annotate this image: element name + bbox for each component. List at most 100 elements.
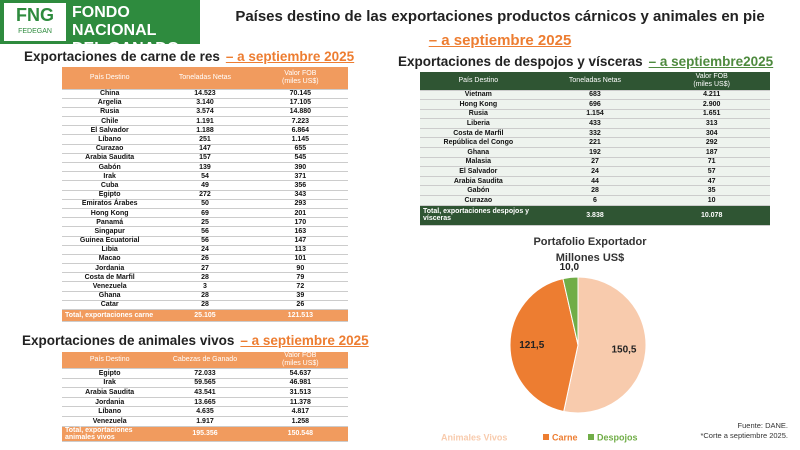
table-cell: 251: [157, 134, 253, 145]
table-cell: Rusia: [62, 107, 158, 118]
table-cell: Irak: [62, 378, 158, 389]
table-row: Arabia Saudita 44 47: [420, 176, 770, 187]
table-cell: 187: [653, 147, 770, 158]
table-cell: Líbano: [62, 406, 158, 417]
table-cell: 1.258: [252, 416, 348, 427]
table-row: Singapur 56 163: [62, 226, 348, 237]
chart-title: Portafolio Exportador: [533, 236, 647, 248]
table-title-date: – a septiembre 2025: [240, 333, 369, 348]
logo-sub: FEDEGAN: [18, 28, 52, 35]
table-cell: 17.105: [252, 98, 348, 108]
table-cell: 272: [157, 190, 253, 200]
header-row: País Destino Cabezas de Ganado Valor FOB (…: [62, 352, 348, 369]
table-row: Costa de Marfil 332 304: [420, 128, 770, 139]
page-title: Países destino de las exportaciones prod…: [235, 8, 765, 25]
column-header: Cabezas de Ganado: [157, 352, 253, 369]
table-title: Exportaciones de carne de res – a septiem…: [24, 49, 354, 64]
table-cell: 27: [536, 157, 654, 168]
table-row: Chile 1.191 7.223: [62, 116, 348, 127]
table-cell: 26: [252, 300, 348, 311]
table-title-date: – a septiembre2025: [648, 54, 774, 69]
logo: FNG FEDEGAN FONDO NACIONAL DEL GANADO: [0, 0, 200, 57]
column-header: País Destino: [62, 352, 158, 369]
column-header: Toneladas Netas: [536, 72, 654, 91]
table-row: Egipto 272 343: [62, 190, 348, 200]
legend-label: Animales Vivos: [441, 432, 507, 442]
table-cell: 170: [252, 217, 348, 228]
table-cell: 433: [536, 118, 654, 129]
table-cell: Ghana: [420, 147, 537, 158]
table-cell: Líbano: [62, 134, 158, 145]
data-label: 150,5: [611, 345, 636, 356]
table-cell: 683: [536, 90, 654, 101]
table-row: Gabón 139 390: [62, 162, 348, 173]
table-cell: República del Congo: [420, 137, 537, 149]
table-row: Costa de Marfil 28 79: [62, 272, 348, 283]
table-row: Jordania 27 90: [62, 263, 348, 274]
table: País Destino Toneladas Netas Valor FOB (mi…: [420, 72, 770, 226]
total-cell: Total, exportaciones carne: [62, 309, 158, 322]
column-header: Valor FOB (miles US$): [252, 67, 348, 90]
table-row: Vietnam 683 4.211: [420, 90, 770, 101]
table-cell: El Salvador: [62, 125, 158, 136]
table-row: Egipto 72.033 54.637: [62, 368, 348, 379]
table-cell: 27: [157, 263, 253, 274]
table-cell: 57: [653, 166, 770, 177]
table-cell: Arabia Saudita: [62, 153, 158, 164]
total-cell: 3.838: [536, 205, 654, 226]
table-cell: Vietnam: [420, 90, 537, 101]
table-cell: 50: [157, 199, 253, 209]
table-cell: 1.917: [157, 416, 253, 427]
table-cell: 24: [157, 245, 253, 255]
table-cell: 545: [252, 153, 348, 164]
table: País Destino Cabezas de Ganado Valor FOB (…: [62, 352, 348, 442]
table-cell: 13.665: [157, 397, 253, 408]
table-cell: 313: [653, 118, 770, 129]
table-cell: Libia: [62, 245, 158, 255]
table-title-text: Exportaciones de animales vivos: [22, 333, 235, 348]
table-cell: 201: [252, 208, 348, 219]
table-row: Curazao 6 10: [420, 195, 770, 206]
table: País Destino Toneladas Netas Valor FOB (mi…: [62, 67, 348, 322]
table-wrap: País Destino Toneladas Netas Valor FOB (mi…: [62, 67, 348, 322]
table-cell: 332: [536, 128, 654, 139]
table-cell: Arabia Saudita: [62, 387, 158, 398]
table-cell: 1.651: [653, 109, 770, 120]
table-cell: 72.033: [157, 368, 253, 379]
legend-label: Despojos: [597, 432, 638, 442]
table-title: Exportaciones de despojos y vísceras – a …: [398, 54, 773, 69]
total-row: Total, exportaciones carne 25.105 121.513: [62, 309, 348, 322]
table-cell: 304: [653, 128, 770, 139]
table-title-date: – a septiembre 2025: [225, 49, 355, 64]
table-cell: Costa de Marfil: [62, 272, 158, 283]
legend-swatch: [543, 434, 549, 440]
table-row: Rusia 1.154 1.651: [420, 109, 770, 120]
table-cell: Hong Kong: [420, 99, 537, 110]
table-cell: Venezuela: [62, 416, 158, 427]
table-row: Venezuela 3 72: [62, 281, 348, 292]
table-cell: 26: [157, 254, 253, 265]
table-cell: 7.223: [252, 116, 348, 127]
table-cell: Liberia: [420, 118, 537, 129]
table-cell: 343: [252, 190, 348, 200]
table-cell: 72: [252, 281, 348, 292]
table-cell: 79: [252, 272, 348, 283]
table-cell: Egipto: [62, 368, 158, 379]
legend-label: Carne: [552, 432, 578, 442]
table-cell: 24: [536, 166, 654, 177]
table-cell: 28: [157, 272, 253, 283]
logo-mark-text: FNG: [16, 5, 54, 25]
table-cell: Jordania: [62, 263, 158, 274]
table-cell: 356: [252, 180, 348, 191]
header-row: País Destino Toneladas Netas Valor FOB (mi…: [62, 67, 348, 90]
table-row: Libia 24 113: [62, 245, 348, 255]
table-wrap: País Destino Toneladas Netas Valor FOB (mi…: [420, 72, 770, 226]
table-cell: 28: [157, 300, 253, 311]
page-subtitle: – a septiembre 2025: [428, 32, 572, 49]
table-row: Líbano 251 1.145: [62, 134, 348, 145]
table-row: Rusia 3.574 14.880: [62, 107, 348, 118]
table-cell: 101: [252, 254, 348, 265]
table-cell: 4.635: [157, 406, 253, 417]
table-cell: Catar: [62, 300, 158, 311]
table-cell: Singapur: [62, 226, 158, 237]
